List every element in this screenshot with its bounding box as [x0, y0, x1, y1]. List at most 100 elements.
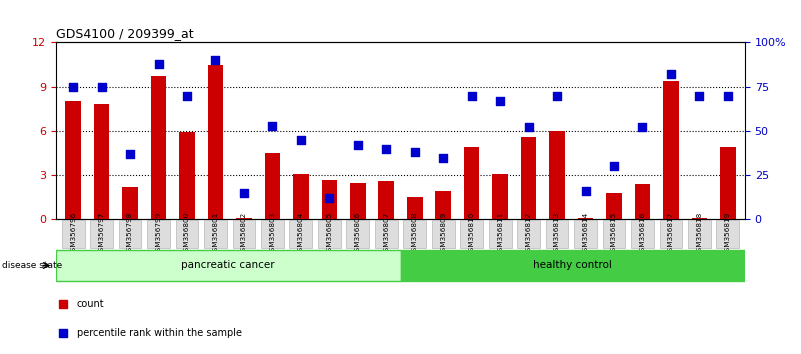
- FancyBboxPatch shape: [346, 220, 369, 247]
- Point: [608, 164, 621, 169]
- Point: [352, 142, 364, 148]
- FancyBboxPatch shape: [716, 220, 739, 247]
- FancyBboxPatch shape: [175, 220, 199, 247]
- Text: GSM356813: GSM356813: [554, 211, 560, 256]
- FancyBboxPatch shape: [375, 220, 397, 247]
- Bar: [521, 137, 537, 219]
- Bar: [264, 153, 280, 219]
- FancyBboxPatch shape: [659, 220, 682, 247]
- Point: [66, 84, 79, 90]
- FancyBboxPatch shape: [432, 220, 455, 247]
- Bar: [691, 218, 707, 219]
- Text: GSM356818: GSM356818: [696, 211, 702, 256]
- Point: [579, 188, 592, 194]
- Text: GSM356801: GSM356801: [212, 211, 219, 256]
- Point: [57, 330, 70, 336]
- Point: [323, 195, 336, 201]
- Text: GSM356799: GSM356799: [155, 211, 162, 256]
- Point: [437, 155, 449, 160]
- Point: [409, 149, 421, 155]
- Bar: [350, 183, 365, 219]
- FancyBboxPatch shape: [545, 220, 569, 247]
- Text: GSM356815: GSM356815: [611, 211, 617, 256]
- Point: [238, 190, 251, 196]
- Bar: [179, 132, 195, 219]
- Bar: [634, 184, 650, 219]
- Bar: [66, 102, 81, 219]
- Text: GSM356798: GSM356798: [127, 211, 133, 256]
- FancyBboxPatch shape: [261, 220, 284, 247]
- Text: GSM356817: GSM356817: [668, 211, 674, 256]
- Point: [266, 123, 279, 129]
- Point: [95, 84, 108, 90]
- Text: GSM356812: GSM356812: [525, 211, 532, 256]
- Text: pancreatic cancer: pancreatic cancer: [182, 261, 275, 270]
- Text: GSM356808: GSM356808: [412, 211, 418, 256]
- Point: [57, 302, 70, 307]
- Text: percentile rank within the sample: percentile rank within the sample: [77, 328, 242, 338]
- Bar: [321, 180, 337, 219]
- FancyBboxPatch shape: [119, 220, 142, 247]
- FancyBboxPatch shape: [318, 220, 340, 247]
- Point: [493, 98, 506, 104]
- FancyBboxPatch shape: [400, 250, 745, 281]
- Bar: [94, 104, 110, 219]
- FancyBboxPatch shape: [289, 220, 312, 247]
- Bar: [578, 218, 594, 219]
- FancyBboxPatch shape: [602, 220, 626, 247]
- FancyBboxPatch shape: [62, 220, 85, 247]
- Text: count: count: [77, 299, 104, 309]
- FancyBboxPatch shape: [91, 220, 113, 247]
- FancyBboxPatch shape: [204, 220, 227, 247]
- FancyBboxPatch shape: [631, 220, 654, 247]
- Text: GSM356807: GSM356807: [383, 211, 389, 256]
- Point: [180, 93, 193, 98]
- Text: GSM356809: GSM356809: [441, 211, 446, 256]
- Point: [209, 57, 222, 63]
- Text: GSM356797: GSM356797: [99, 211, 105, 256]
- Text: healthy control: healthy control: [533, 261, 612, 270]
- Bar: [606, 193, 622, 219]
- FancyBboxPatch shape: [517, 220, 540, 247]
- Point: [665, 72, 678, 77]
- FancyBboxPatch shape: [404, 220, 426, 247]
- Point: [123, 151, 136, 157]
- Bar: [663, 81, 678, 219]
- FancyBboxPatch shape: [232, 220, 256, 247]
- Point: [722, 93, 735, 98]
- Bar: [464, 147, 480, 219]
- FancyBboxPatch shape: [489, 220, 512, 247]
- Bar: [720, 147, 735, 219]
- Bar: [236, 218, 252, 219]
- Point: [693, 93, 706, 98]
- FancyBboxPatch shape: [147, 220, 170, 247]
- Bar: [123, 187, 138, 219]
- Text: GSM356803: GSM356803: [269, 211, 276, 256]
- Bar: [407, 198, 423, 219]
- Point: [295, 137, 308, 143]
- Text: GSM356810: GSM356810: [469, 211, 475, 256]
- Text: GSM356814: GSM356814: [582, 211, 589, 256]
- Text: GSM356800: GSM356800: [184, 211, 190, 256]
- Text: disease state: disease state: [2, 261, 62, 270]
- Bar: [207, 65, 223, 219]
- Text: GSM356806: GSM356806: [355, 211, 360, 256]
- Point: [522, 125, 535, 130]
- Text: GSM356805: GSM356805: [326, 211, 332, 256]
- Bar: [493, 174, 508, 219]
- Text: GSM356819: GSM356819: [725, 211, 731, 256]
- Bar: [293, 174, 308, 219]
- Text: GSM356796: GSM356796: [70, 211, 76, 256]
- Text: GSM356811: GSM356811: [497, 211, 503, 256]
- Bar: [436, 192, 451, 219]
- FancyBboxPatch shape: [688, 220, 710, 247]
- Bar: [378, 181, 394, 219]
- Point: [465, 93, 478, 98]
- Text: GSM356802: GSM356802: [241, 211, 247, 256]
- Text: GDS4100 / 209399_at: GDS4100 / 209399_at: [56, 27, 194, 40]
- Point: [152, 61, 165, 67]
- Text: GSM356816: GSM356816: [639, 211, 646, 256]
- Point: [636, 125, 649, 130]
- FancyBboxPatch shape: [574, 220, 597, 247]
- Point: [550, 93, 563, 98]
